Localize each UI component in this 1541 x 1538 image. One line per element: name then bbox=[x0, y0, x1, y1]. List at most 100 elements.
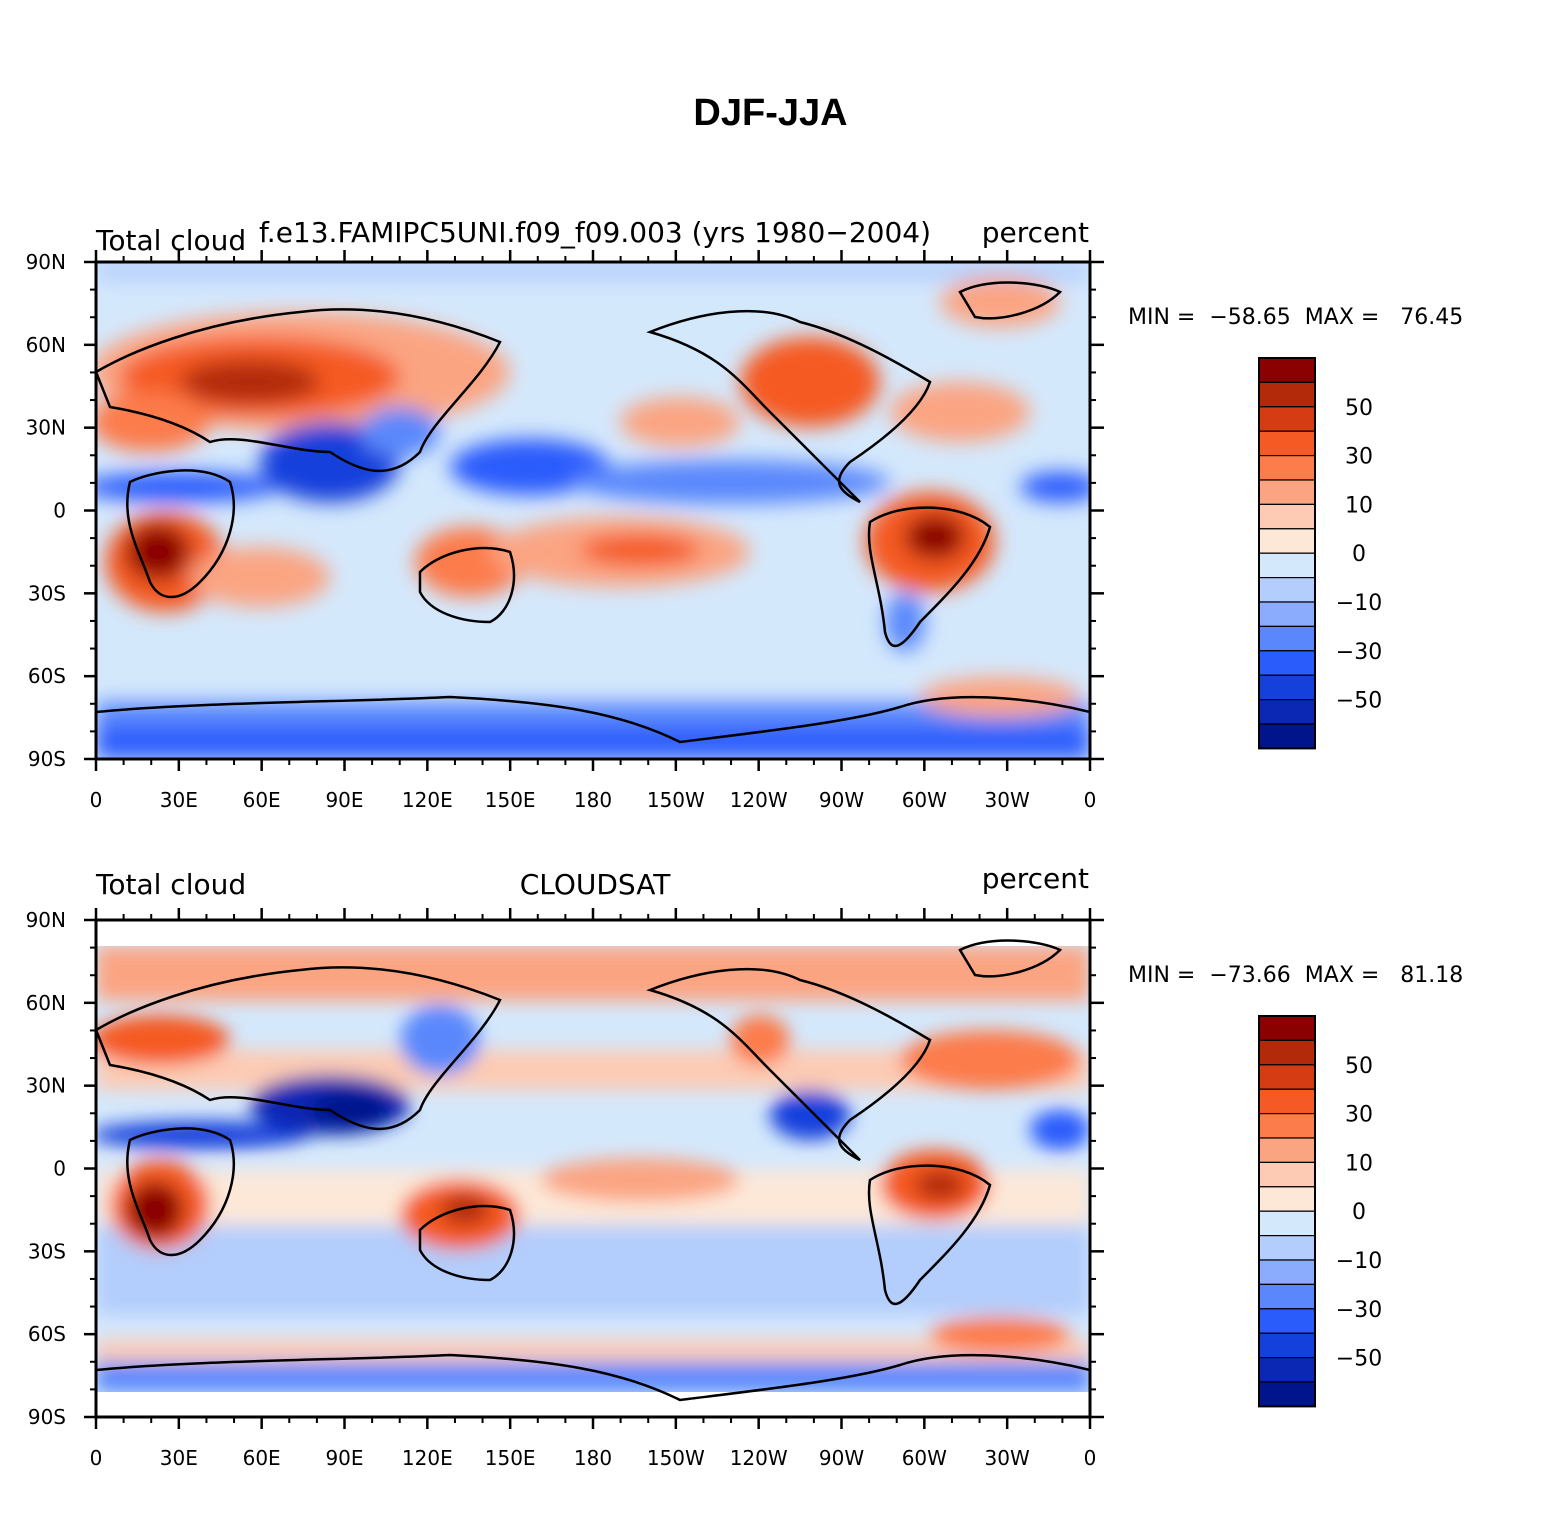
x-tick-label: 150E bbox=[485, 788, 536, 812]
map-panel-cloudsat: Total cloud CLOUDSAT percent MIN = −73.6… bbox=[0, 840, 1541, 1500]
colorbar-swatch bbox=[1258, 723, 1316, 749]
map-plot: 0 30E 60E 90E 120E 150E 180 150W 120W 90W 60W 30W 09… bbox=[26, 908, 1382, 1470]
colorbar-label: −30 bbox=[1336, 1298, 1382, 1323]
x-tick-label: 150E bbox=[485, 1446, 536, 1470]
colorbar-swatch bbox=[1258, 1259, 1316, 1285]
colorbar-swatch bbox=[1258, 1332, 1316, 1359]
colorbar-swatch bbox=[1258, 381, 1316, 408]
x-tick-label: 60E bbox=[243, 1446, 281, 1470]
colorbar-label: 30 bbox=[1345, 445, 1373, 470]
colorbar-swatch bbox=[1258, 552, 1316, 579]
axis-ticks: 0 30E 60E 90E 120E 150E 180 150W 120W 90W 60W 30W 09… bbox=[26, 908, 1104, 1470]
x-tick-label: 30E bbox=[160, 788, 198, 812]
figure-title: DJF-JJA bbox=[693, 92, 848, 134]
panel-center-label: f.e13.FAMIPC5UNI.f09_f09.003 (yrs 1980−2… bbox=[258, 216, 932, 249]
y-tick-label: 60N bbox=[26, 991, 66, 1015]
colorbar-swatch bbox=[1258, 1015, 1316, 1041]
colorbar-label: −50 bbox=[1336, 689, 1382, 714]
x-tick-label: 60W bbox=[902, 788, 947, 812]
x-tick-label: 150W bbox=[647, 1446, 705, 1470]
colorbar-swatch bbox=[1258, 1088, 1316, 1115]
colorbar-swatch bbox=[1258, 528, 1316, 554]
x-tick-label: 120W bbox=[730, 788, 788, 812]
colorbar-swatch bbox=[1258, 1137, 1316, 1163]
y-tick-label: 90S bbox=[28, 747, 66, 771]
x-tick-label: 120E bbox=[402, 788, 453, 812]
contour-field bbox=[96, 920, 1090, 1417]
x-tick-label: 120E bbox=[402, 1446, 453, 1470]
colorbar-swatch bbox=[1258, 577, 1316, 603]
colorbar-frame bbox=[1258, 1015, 1316, 1408]
colorbar-swatch bbox=[1258, 1235, 1316, 1261]
min-max-readout: MIN = −58.65 MAX = 76.45 bbox=[1128, 305, 1464, 330]
min-label: MIN bbox=[1128, 963, 1170, 988]
x-tick-label: 30W bbox=[985, 788, 1030, 812]
panel-left-label: Total cloud bbox=[96, 224, 247, 257]
max-label: MAX bbox=[1304, 305, 1354, 330]
colorbar-label: −50 bbox=[1336, 1347, 1382, 1372]
colorbar-swatch bbox=[1258, 1308, 1316, 1334]
max-label: MAX bbox=[1304, 963, 1354, 988]
colorbar-label: −10 bbox=[1336, 1249, 1382, 1274]
colorbar-swatch bbox=[1258, 625, 1316, 652]
colorbar-swatch bbox=[1258, 503, 1316, 530]
min-value: −58.65 bbox=[1209, 305, 1291, 330]
y-tick-label: 30N bbox=[26, 416, 66, 440]
x-tick-label: 150W bbox=[647, 788, 705, 812]
colorbar-swatch bbox=[1258, 455, 1316, 481]
colorbar-swatch bbox=[1258, 479, 1316, 505]
colorbar-label: 10 bbox=[1345, 493, 1373, 518]
contour-field bbox=[96, 262, 1090, 759]
panel-left-label: Total cloud bbox=[96, 868, 247, 901]
y-tick-label: 30S bbox=[28, 581, 66, 605]
colorbar-swatch bbox=[1258, 650, 1316, 676]
colorbar-swatch bbox=[1258, 1356, 1316, 1383]
x-tick-label: 0 bbox=[1084, 1446, 1097, 1470]
axis-ticks: 0 30E 60E 90E 120E 150E 180 150W 120W 90W 60W 30W 09… bbox=[26, 250, 1104, 812]
x-tick-label: 60E bbox=[243, 788, 281, 812]
coastlines bbox=[96, 939, 1090, 1402]
y-tick-label: 60N bbox=[26, 333, 66, 357]
y-tick-label: 90N bbox=[26, 250, 66, 274]
x-tick-label: 180 bbox=[574, 788, 612, 812]
colorbar-label: −30 bbox=[1336, 640, 1382, 665]
colorbar-label: 0 bbox=[1352, 1200, 1366, 1225]
panel-center-label: CLOUDSAT bbox=[519, 868, 671, 901]
x-tick-label: 30W bbox=[985, 1446, 1030, 1470]
y-tick-label: 60S bbox=[28, 1322, 66, 1346]
panel-right-label: percent bbox=[981, 216, 1089, 249]
colorbar-swatch bbox=[1258, 1186, 1316, 1212]
max-value: 81.18 bbox=[1400, 963, 1464, 988]
colorbar-label: 0 bbox=[1352, 542, 1366, 567]
colorbar: 50 30 10 0 −10 −30 −50 bbox=[1258, 1015, 1382, 1408]
min-value: −73.66 bbox=[1209, 963, 1291, 988]
colorbar-label: 50 bbox=[1345, 396, 1373, 421]
colorbar: 50 30 10 0 −10 −30 −50 bbox=[1258, 357, 1382, 750]
y-tick-label: 90S bbox=[28, 1405, 66, 1429]
y-tick-label: 90N bbox=[26, 908, 66, 932]
x-tick-label: 0 bbox=[1084, 788, 1097, 812]
colorbar-label: −10 bbox=[1336, 591, 1382, 616]
colorbar-label: 50 bbox=[1345, 1054, 1373, 1079]
y-tick-label: 0 bbox=[53, 1157, 66, 1181]
min-max-readout: MIN = −73.66 MAX = 81.18 bbox=[1128, 963, 1464, 988]
max-value: 76.45 bbox=[1400, 305, 1464, 330]
x-tick-label: 0 bbox=[90, 788, 103, 812]
colorbar-swatch bbox=[1258, 1064, 1316, 1090]
x-tick-label: 30E bbox=[160, 1446, 198, 1470]
x-tick-label: 180 bbox=[574, 1446, 612, 1470]
y-tick-label: 30S bbox=[28, 1239, 66, 1263]
y-tick-label: 60S bbox=[28, 664, 66, 688]
x-tick-label: 60W bbox=[902, 1446, 947, 1470]
panel-right-label: percent bbox=[981, 862, 1089, 895]
colorbar-swatch bbox=[1258, 357, 1316, 383]
x-tick-label: 120W bbox=[730, 1446, 788, 1470]
colorbar-swatch bbox=[1258, 1283, 1316, 1310]
colorbar-frame bbox=[1258, 357, 1316, 750]
colorbar-swatch bbox=[1258, 1113, 1316, 1139]
min-label: MIN bbox=[1128, 305, 1170, 330]
colorbar-swatch bbox=[1258, 1161, 1316, 1188]
x-tick-label: 90W bbox=[819, 788, 864, 812]
colorbar-label: 10 bbox=[1345, 1151, 1373, 1176]
colorbar-swatch bbox=[1258, 1210, 1316, 1237]
